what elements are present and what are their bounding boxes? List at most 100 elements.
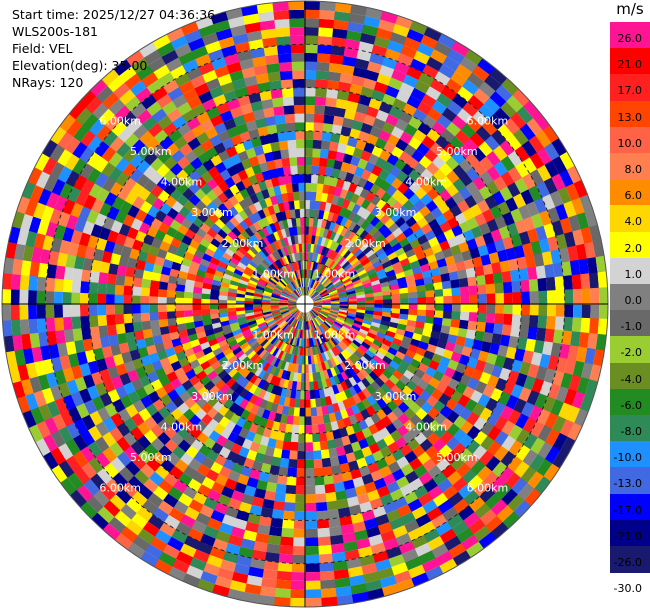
velocity-gate bbox=[202, 318, 212, 326]
velocity-gate bbox=[64, 454, 82, 473]
velocity-gate bbox=[278, 280, 286, 288]
velocity-gate bbox=[28, 214, 42, 234]
velocity-gate bbox=[96, 505, 115, 524]
velocity-gate bbox=[400, 298, 409, 305]
velocity-gate bbox=[184, 315, 194, 324]
velocity-gate bbox=[292, 182, 300, 193]
velocity-gate bbox=[204, 247, 216, 258]
velocity-gate bbox=[241, 368, 251, 379]
velocity-gate bbox=[311, 441, 321, 451]
velocity-gate bbox=[319, 596, 338, 607]
velocity-gate bbox=[264, 269, 273, 277]
velocity-gate bbox=[474, 359, 487, 373]
velocity-gate bbox=[106, 282, 116, 295]
velocity-gate bbox=[465, 329, 477, 341]
velocity-gate bbox=[180, 572, 201, 588]
velocity-gate bbox=[195, 53, 213, 68]
velocity-gate bbox=[135, 86, 153, 103]
velocity-gate bbox=[355, 401, 366, 413]
velocity-gate bbox=[362, 319, 372, 326]
velocity-gate bbox=[282, 502, 296, 512]
velocity-gate bbox=[50, 429, 66, 448]
velocity-gate bbox=[295, 311, 301, 319]
velocity-gate bbox=[241, 254, 252, 264]
velocity-gate bbox=[219, 316, 229, 323]
velocity-gate bbox=[314, 493, 327, 503]
velocity-gate bbox=[310, 337, 315, 347]
velocity-gate bbox=[141, 71, 160, 88]
velocity-gate bbox=[358, 465, 371, 478]
velocity-gate bbox=[123, 235, 136, 249]
velocity-gate bbox=[281, 405, 290, 416]
colorbar-tick-label: 10.0 bbox=[617, 136, 643, 150]
velocity-gate bbox=[99, 225, 112, 241]
velocity-gate bbox=[308, 320, 312, 330]
velocity-gate bbox=[130, 377, 144, 391]
range-ring-label: 3.00km bbox=[375, 206, 417, 219]
velocity-gate bbox=[255, 240, 265, 251]
velocity-gate bbox=[146, 100, 164, 117]
velocity-gate bbox=[253, 366, 263, 377]
velocity-gate bbox=[5, 349, 18, 368]
velocity-gate bbox=[502, 357, 515, 372]
velocity-gate bbox=[232, 78, 248, 91]
velocity-gate bbox=[537, 425, 553, 444]
velocity-gate bbox=[261, 216, 270, 227]
velocity-gate bbox=[395, 578, 415, 593]
velocity-gate bbox=[168, 323, 179, 334]
velocity-gate bbox=[204, 350, 216, 361]
velocity-gate bbox=[278, 341, 286, 351]
velocity-gate bbox=[218, 311, 229, 318]
velocity-gate bbox=[345, 317, 355, 323]
velocity-gate bbox=[360, 563, 378, 576]
velocity-gate bbox=[264, 178, 274, 189]
velocity-gate bbox=[267, 354, 275, 365]
velocity-gate bbox=[335, 344, 344, 354]
velocity-gate bbox=[319, 334, 325, 344]
velocity-gate bbox=[148, 56, 168, 73]
velocity-gate bbox=[332, 336, 340, 345]
velocity-gate bbox=[388, 374, 400, 386]
velocity-gate bbox=[304, 468, 315, 478]
velocity-gate bbox=[271, 176, 281, 187]
velocity-gate bbox=[365, 307, 375, 312]
velocity-gate bbox=[592, 349, 605, 368]
velocity-gate bbox=[316, 316, 324, 324]
velocity-gate bbox=[89, 325, 100, 339]
velocity-gate bbox=[211, 538, 229, 552]
velocity-gate bbox=[66, 378, 79, 395]
velocity-gate bbox=[426, 303, 435, 312]
velocity-gate bbox=[434, 310, 444, 319]
velocity-gate bbox=[290, 554, 306, 564]
velocity-gate bbox=[275, 386, 283, 397]
velocity-gate bbox=[576, 377, 590, 396]
velocity-gate bbox=[381, 393, 393, 406]
velocity-gate bbox=[94, 435, 110, 453]
velocity-gate bbox=[101, 344, 113, 359]
velocity-gate bbox=[212, 93, 228, 107]
velocity-gate bbox=[466, 357, 479, 370]
velocity-gate bbox=[250, 496, 265, 508]
colorbar-unit: m/s bbox=[616, 0, 644, 18]
velocity-gate bbox=[212, 411, 224, 424]
velocity-gate bbox=[262, 258, 271, 268]
velocity-gate bbox=[320, 352, 327, 362]
velocity-gate bbox=[73, 123, 91, 142]
velocity-gate bbox=[329, 421, 339, 432]
velocity-gate bbox=[283, 313, 291, 320]
velocity-gate bbox=[206, 106, 222, 120]
velocity-gate bbox=[177, 101, 193, 116]
velocity-gate bbox=[290, 35, 306, 45]
velocity-gate bbox=[132, 320, 143, 332]
velocity-gate bbox=[336, 419, 346, 430]
velocity-gate bbox=[91, 258, 102, 273]
velocity-gate bbox=[214, 218, 226, 229]
velocity-gate bbox=[262, 294, 272, 299]
velocity-gate bbox=[317, 423, 326, 434]
velocity-gate bbox=[99, 391, 113, 407]
velocity-gate bbox=[359, 356, 370, 366]
velocity-gate bbox=[374, 303, 383, 309]
velocity-gate bbox=[248, 213, 258, 225]
velocity-gate bbox=[270, 242, 278, 252]
velocity-gate bbox=[178, 513, 196, 528]
